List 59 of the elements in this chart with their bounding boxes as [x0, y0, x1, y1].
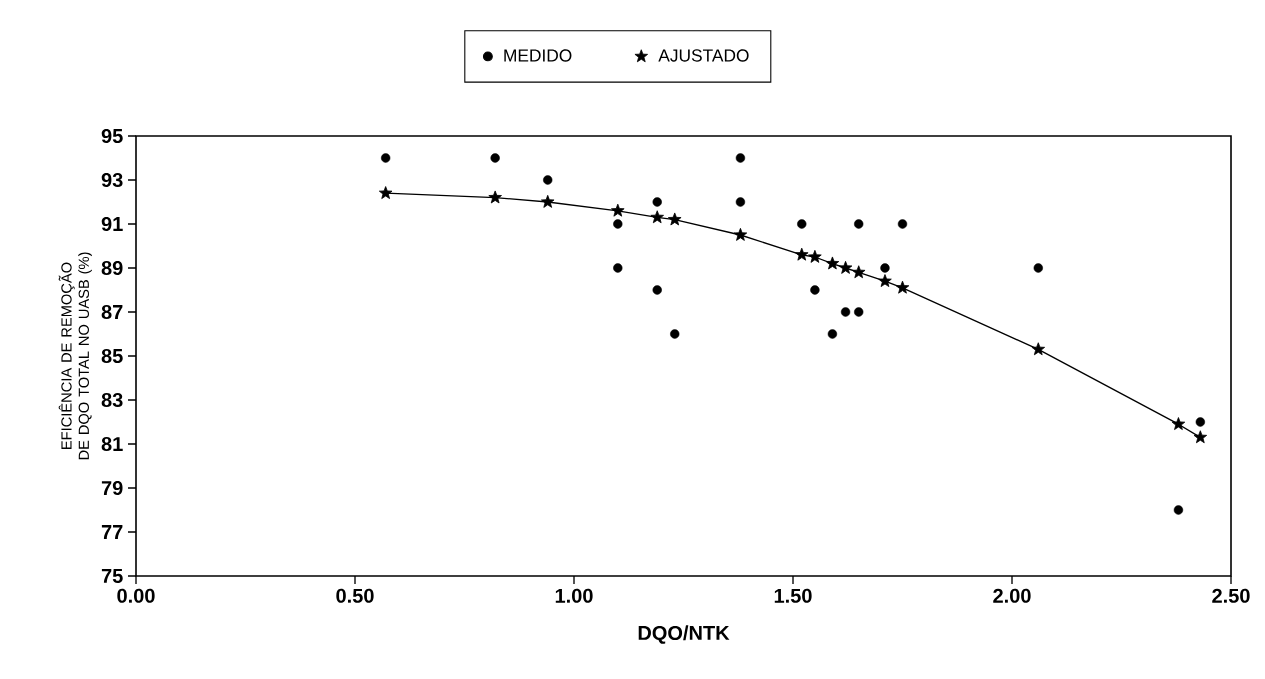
- point: [797, 219, 807, 229]
- x-tick-label: 2.00: [993, 588, 1031, 603]
- point: [827, 329, 838, 339]
- x-tick-label: 2.50: [1212, 588, 1250, 603]
- point: [878, 274, 892, 287]
- point: [613, 219, 623, 229]
- y-axis-title: EFICIÊNCIA DE REMOÇÃO DE DQO TOTAL NO UASB (%): [58, 252, 92, 460]
- point: [735, 153, 746, 163]
- y-tick-label: 95: [101, 128, 123, 144]
- x-tick-label: 1.50: [774, 588, 812, 603]
- x-axis-title: DQO/NTK: [638, 625, 730, 644]
- point: [378, 186, 393, 199]
- point: [1031, 342, 1046, 356]
- point: [652, 197, 662, 207]
- y-tick-label: 89: [101, 260, 123, 276]
- point: [1033, 263, 1043, 273]
- point: [851, 265, 866, 279]
- y-tick-label: 83: [101, 392, 123, 408]
- point: [1193, 430, 1208, 444]
- point: [540, 194, 555, 208]
- point: [490, 153, 500, 163]
- point: [652, 285, 662, 295]
- point: [854, 219, 864, 229]
- point: [613, 263, 623, 273]
- point: [825, 256, 840, 270]
- point: [880, 263, 890, 273]
- y-tick-label: 87: [101, 304, 123, 320]
- point: [543, 175, 553, 185]
- point: [838, 260, 853, 274]
- legend-label: MEDIDO: [504, 49, 572, 62]
- point: [380, 153, 391, 163]
- y-tick-label: 81: [101, 436, 123, 452]
- point: [808, 249, 822, 263]
- point: [854, 307, 864, 317]
- x-tick-label: 1.00: [555, 588, 593, 603]
- point: [810, 285, 820, 295]
- y-tick-label: 75: [101, 569, 123, 583]
- point: [897, 219, 908, 229]
- x-tick-label: 0.00: [117, 588, 155, 603]
- point: [1173, 505, 1184, 515]
- point: [733, 227, 748, 241]
- y-tick-label: 77: [101, 525, 123, 539]
- point: [668, 212, 682, 226]
- point: [488, 190, 502, 204]
- point: [735, 197, 746, 207]
- y-tick-label: 93: [101, 172, 123, 188]
- point: [840, 307, 851, 317]
- legend-label: AJUSTADO: [658, 49, 749, 62]
- y-tick-label: 85: [101, 348, 123, 364]
- point: [611, 203, 625, 217]
- y-tick-label: 91: [101, 216, 123, 232]
- point: [650, 210, 664, 224]
- x-tick-label: 0.50: [336, 588, 374, 603]
- point: [670, 329, 680, 339]
- point: [895, 280, 910, 294]
- point: [1171, 417, 1186, 430]
- y-tick-label: 79: [101, 480, 123, 496]
- point: [1195, 417, 1206, 427]
- point: [795, 247, 809, 261]
